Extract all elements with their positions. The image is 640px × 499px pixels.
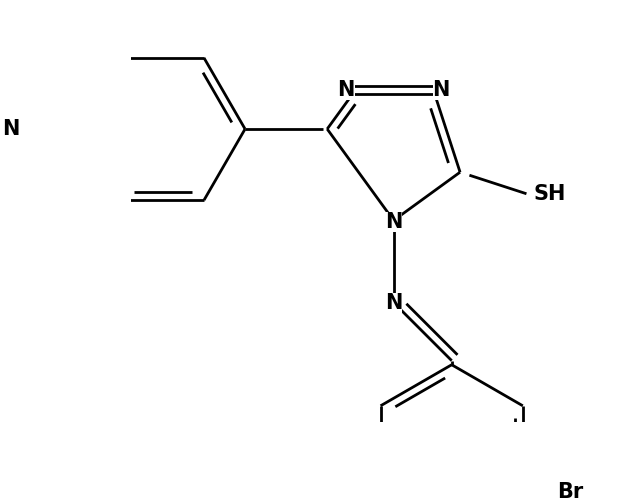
- Text: N: N: [385, 292, 403, 312]
- Text: N: N: [385, 212, 403, 232]
- Text: Br: Br: [557, 482, 584, 499]
- Text: N: N: [3, 119, 20, 139]
- Text: N: N: [433, 80, 450, 100]
- Text: SH: SH: [533, 184, 566, 204]
- Text: N: N: [337, 80, 355, 100]
